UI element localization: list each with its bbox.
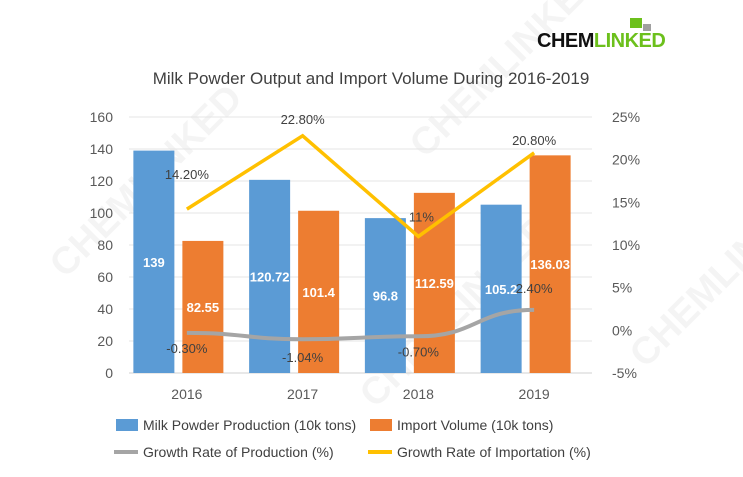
y-right-tick-label: 0%	[612, 322, 632, 338]
line-production-growth	[186, 307, 535, 342]
y-left-tick-label: 80	[97, 237, 113, 253]
y-right-tick-label: -5%	[612, 365, 637, 381]
bar-data-label: 96.8	[373, 289, 398, 304]
legend-swatch	[116, 419, 138, 431]
logo-bubble-icon	[643, 24, 651, 31]
bar-production	[133, 150, 175, 373]
bar-production	[364, 218, 406, 373]
y-left-tick-label: 120	[90, 173, 114, 189]
line-data-label: -0.30%	[166, 341, 208, 356]
legend-label: Milk Powder Production (10k tons)	[143, 417, 356, 433]
bar-data-label: 112.59	[415, 276, 454, 291]
legend-swatch	[370, 419, 392, 431]
y-right-tick-label: 10%	[612, 237, 640, 253]
bar-import	[182, 240, 224, 373]
bar-import	[529, 155, 571, 373]
line-data-label: 14.20%	[165, 167, 210, 182]
bar-production	[480, 204, 522, 373]
logo: CHEMLINKED	[537, 30, 666, 52]
line-import-growth	[185, 133, 536, 239]
line-data-label: 2.40%	[516, 281, 553, 296]
y-left-tick-label: 140	[90, 141, 114, 157]
y-right-tick-label: 5%	[612, 280, 632, 296]
logo-bubble-icon	[630, 18, 642, 28]
y-left-tick-label: 40	[97, 301, 113, 317]
bar-data-label: 120.72	[250, 269, 290, 284]
bar-data-label: 136.03	[530, 257, 570, 272]
x-tick-label: 2017	[287, 386, 318, 402]
bar-data-label: 82.55	[187, 300, 220, 315]
line-data-label: -1.04%	[282, 350, 324, 365]
y-left-tick-label: 60	[97, 269, 113, 285]
bar-data-label: 139	[143, 255, 165, 270]
line-data-label: 22.80%	[281, 112, 326, 127]
legend-label: Growth Rate of Importation (%)	[397, 444, 591, 460]
x-tick-label: 2018	[403, 386, 434, 402]
line-data-label: -0.70%	[398, 344, 440, 359]
y-right-tick-label: 20%	[612, 152, 640, 168]
bar-data-label: 105.2	[485, 282, 518, 297]
bar-data-label: 101.4	[302, 285, 335, 300]
y-right-tick-label: 15%	[612, 194, 640, 210]
line-data-label: 20.80%	[512, 133, 557, 148]
line-data-label: 11%	[409, 209, 434, 224]
y-left-tick-label: 100	[90, 205, 114, 221]
y-left-tick-label: 160	[90, 109, 114, 125]
y-right-tick-label: 25%	[612, 109, 640, 125]
y-left-tick-label: 20	[97, 333, 113, 349]
x-tick-label: 2019	[519, 386, 550, 402]
legend-label: Import Volume (10k tons)	[397, 417, 553, 433]
legend-label: Growth Rate of Production (%)	[143, 444, 334, 460]
y-left-tick-label: 0	[105, 365, 113, 381]
chart-title: Milk Powder Output and Import Volume Dur…	[153, 69, 590, 88]
bar-import	[298, 210, 340, 373]
x-tick-label: 2016	[171, 386, 202, 402]
